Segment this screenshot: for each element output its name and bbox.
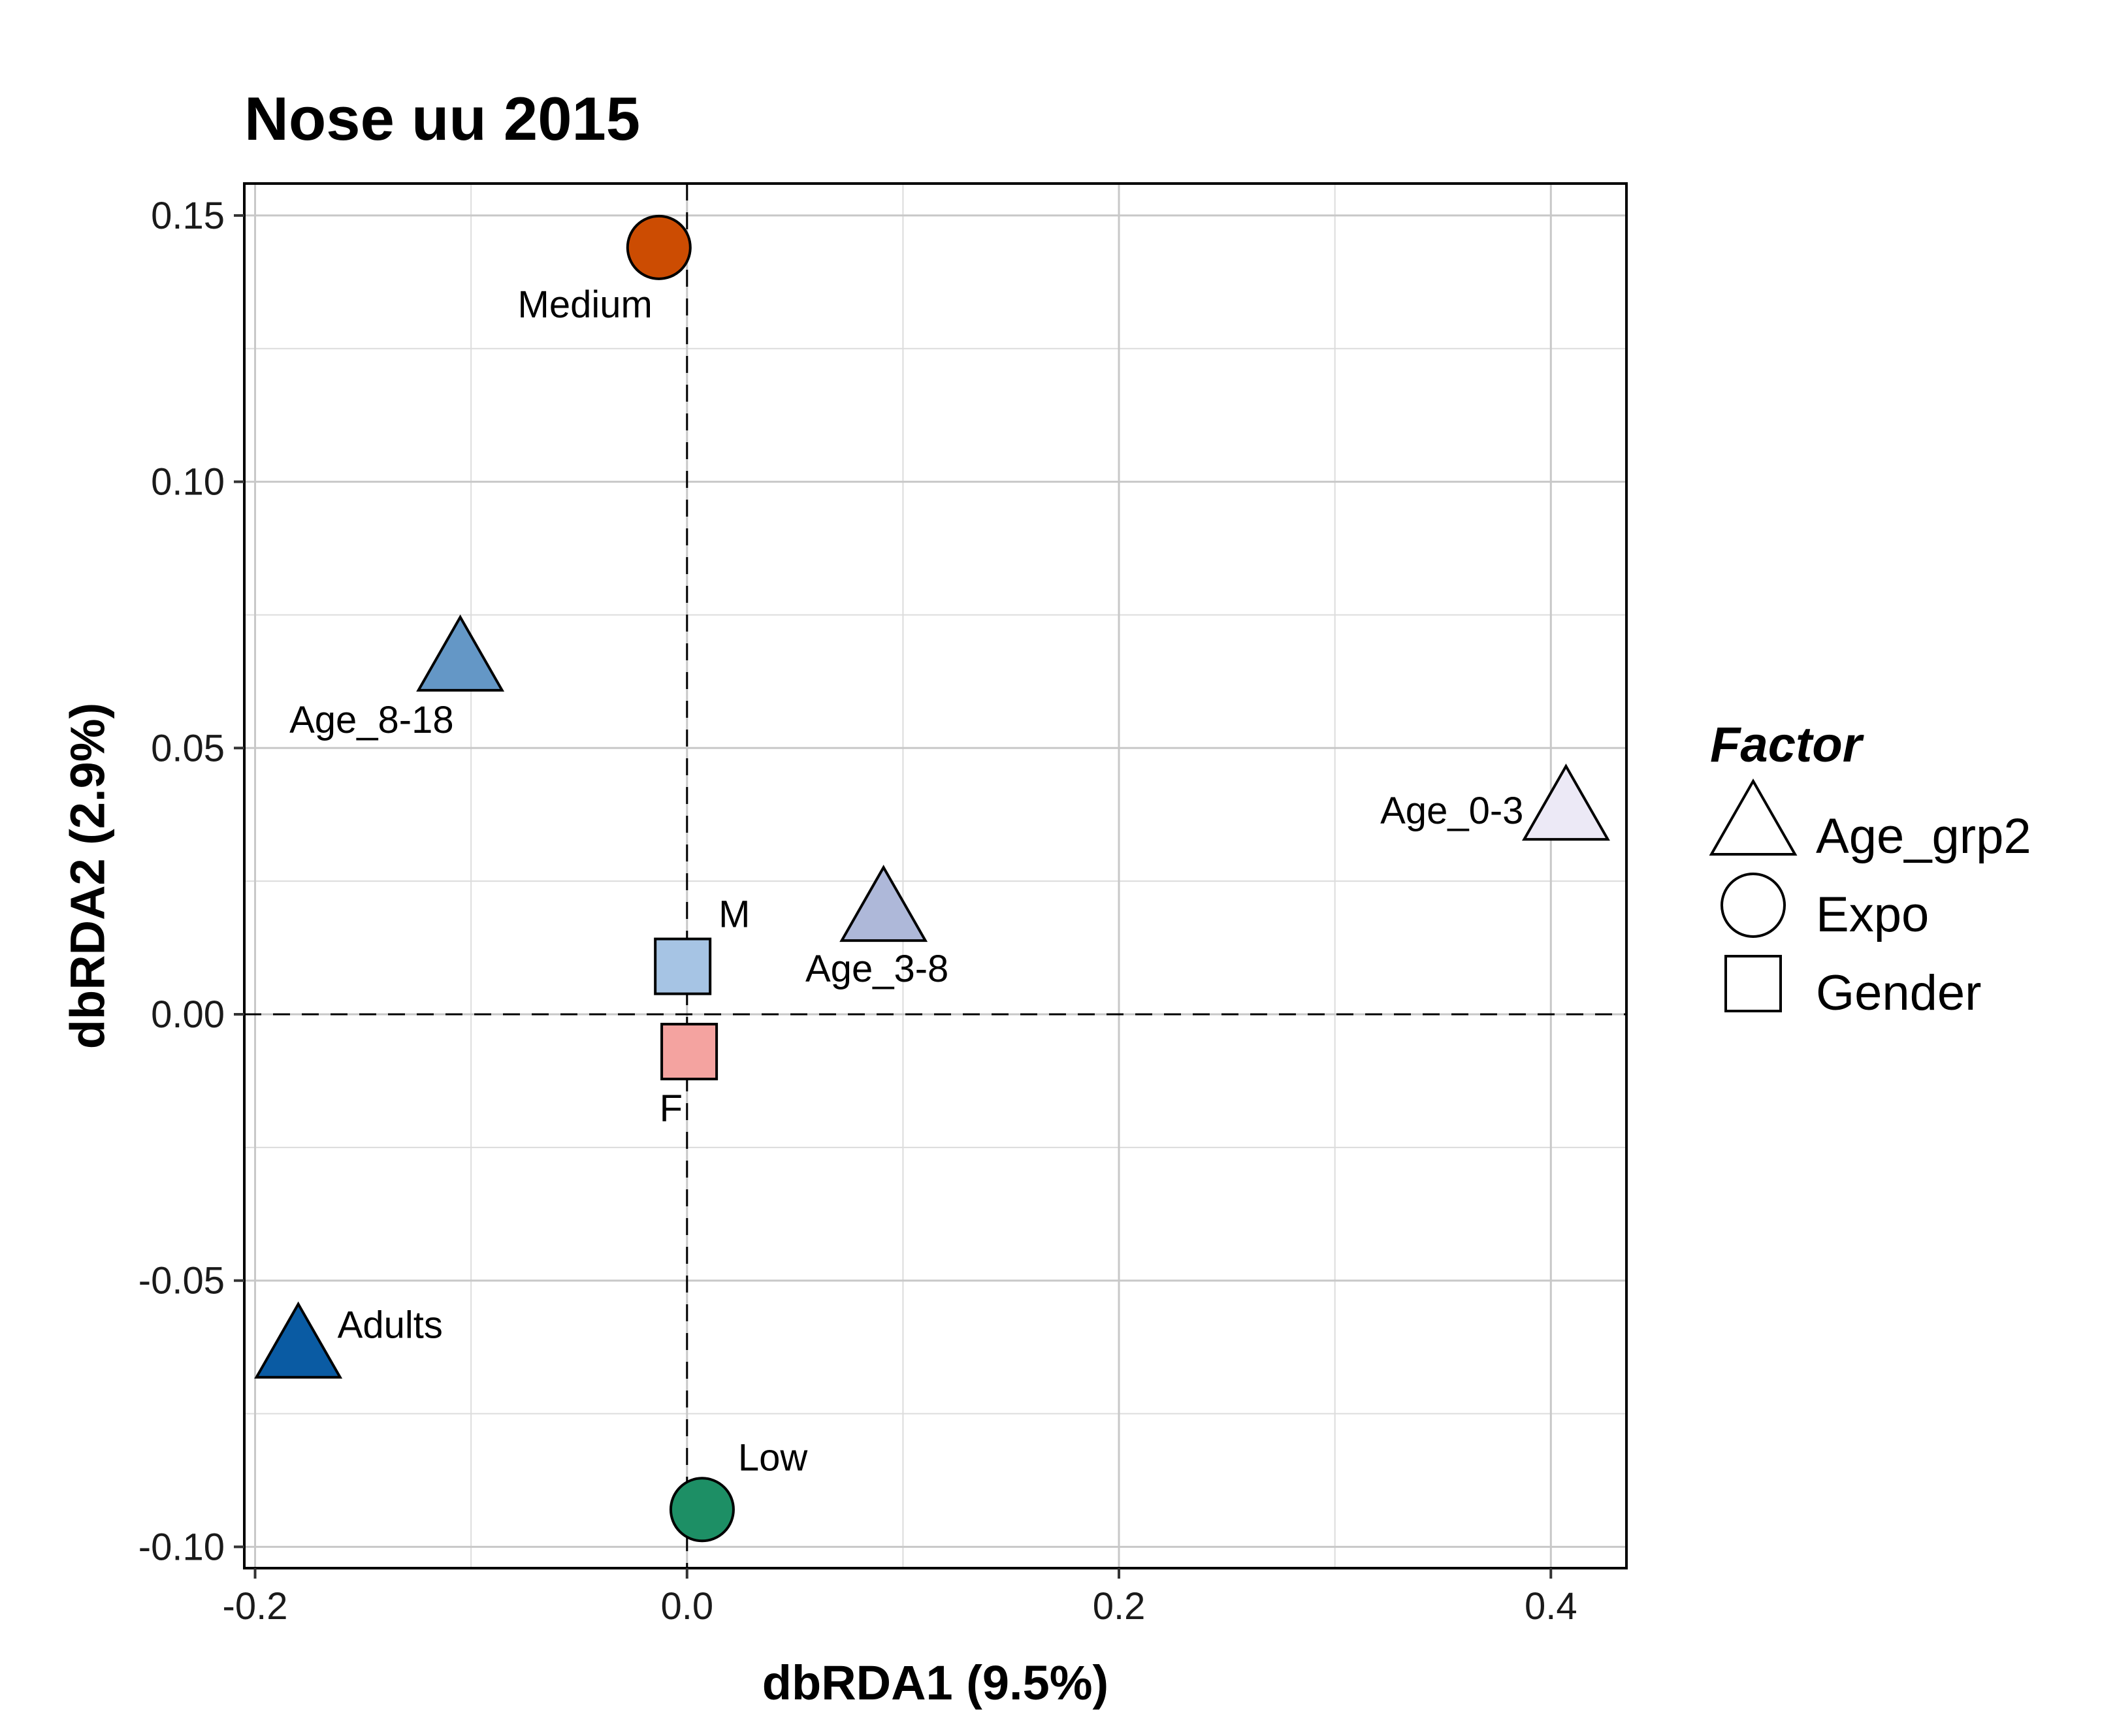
legend-key-circle-icon — [1721, 873, 1786, 938]
x-tick-label: -0.2 — [223, 1585, 288, 1628]
legend-key-triangle-icon — [1709, 778, 1798, 856]
y-tick-label: 0.10 — [151, 461, 225, 504]
point-labels: Medium Age_8-18 Age_0-3 Age_3-8 M F Adults Low — [289, 283, 1523, 1479]
plot-panel-border — [243, 182, 1628, 1569]
legend: Factor Age_grp2 Expo Gender — [1709, 717, 2031, 1021]
reference-lines — [244, 184, 1626, 1568]
legend-label-expo: Expo — [1816, 887, 1929, 942]
legend-label-gender: Gender — [1816, 965, 1982, 1021]
y-tick-label: -0.05 — [138, 1260, 225, 1302]
chart-title: Nose uu 2015 — [244, 84, 640, 153]
y-tick-label: -0.10 — [138, 1526, 225, 1568]
y-tick-label: 0.15 — [151, 195, 225, 237]
x-axis-title: dbRDA1 (9.5%) — [762, 1656, 1108, 1710]
point-age-3-8 — [839, 865, 928, 942]
point-age-0-3 — [1521, 764, 1610, 841]
point-label-age-3-8: Age_3-8 — [805, 948, 948, 990]
point-m — [654, 937, 712, 995]
point-age-8-18 — [416, 614, 505, 692]
y-tick-label: 0.05 — [151, 727, 225, 769]
point-label-low: Low — [738, 1436, 809, 1479]
point-label-age-8-18: Age_8-18 — [289, 699, 454, 741]
point-label-m: M — [719, 893, 750, 936]
x-tick-label: 0.2 — [1093, 1585, 1146, 1628]
point-adults — [254, 1301, 343, 1379]
grid — [244, 184, 1626, 1568]
x-tick-label: 0.0 — [660, 1585, 713, 1628]
point-f — [660, 1023, 719, 1081]
point-label-age-0-3: Age_0-3 — [1380, 790, 1523, 832]
point-label-medium: Medium — [518, 283, 653, 326]
axis-ticks: -0.2 0.0 0.2 0.4 -0.10 -0.05 0.00 0.05 0.10 0.15 — [138, 195, 1577, 1628]
point-low — [669, 1477, 735, 1543]
legend-key-square-icon — [1724, 955, 1782, 1012]
point-medium — [626, 214, 692, 280]
y-axis-title: dbRDA2 (2.9%) — [61, 703, 115, 1049]
y-tick-label: 0.00 — [151, 993, 225, 1036]
legend-title: Factor — [1710, 717, 1865, 773]
x-tick-label: 0.4 — [1525, 1585, 1577, 1628]
data-points — [254, 214, 1610, 1543]
legend-label-age-grp2: Age_grp2 — [1816, 809, 2031, 864]
point-label-adults: Adults — [338, 1304, 443, 1347]
legend-keys — [1709, 778, 1798, 1012]
point-label-f: F — [660, 1087, 683, 1130]
